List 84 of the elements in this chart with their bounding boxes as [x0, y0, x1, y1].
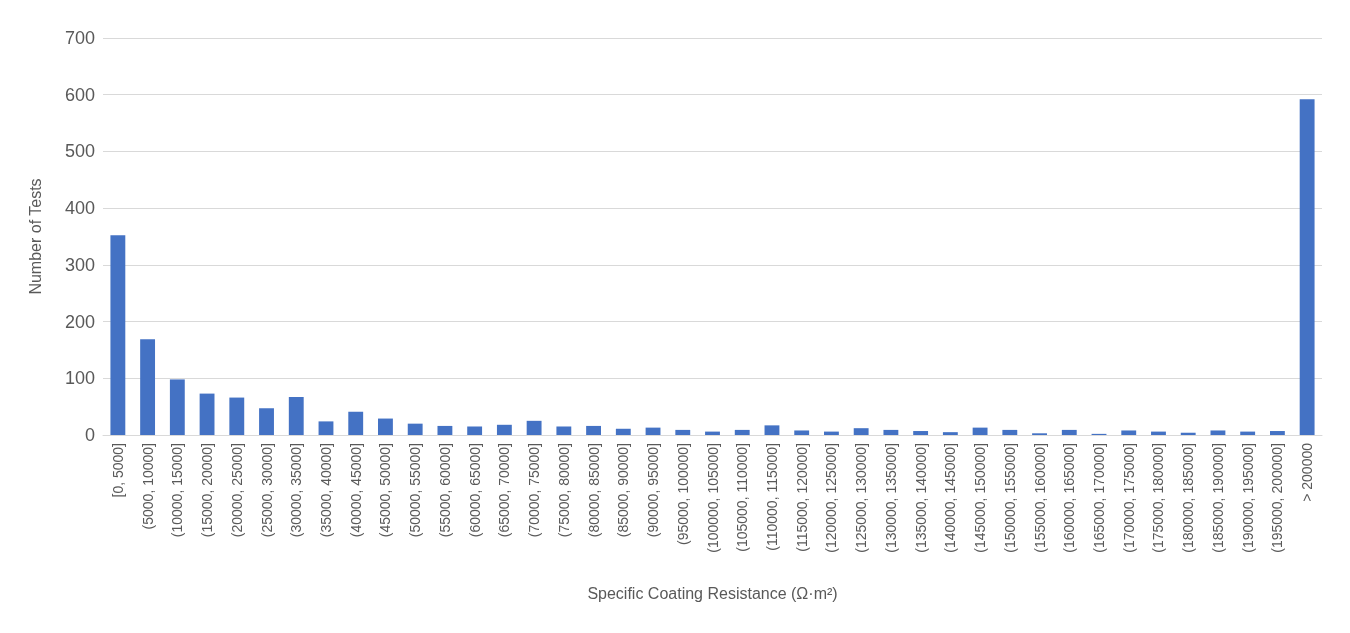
- bar: [586, 425, 602, 435]
- y-tick-label: 700: [64, 28, 95, 48]
- x-tick-label: (55000, 60000]: [436, 443, 453, 538]
- bar: [437, 425, 453, 435]
- bar: [1121, 430, 1137, 435]
- bar: [348, 411, 364, 435]
- x-tick-label: (100000, 105000]: [704, 443, 721, 553]
- bar: [288, 397, 304, 435]
- bar: [942, 432, 958, 435]
- x-tick-label: (65000, 70000]: [496, 443, 513, 538]
- bar: [675, 429, 691, 435]
- bar: [318, 421, 334, 435]
- x-tick-label: (115000, 120000]: [793, 443, 810, 552]
- x-axis-title: Specific Coating Resistance (Ω·m²): [587, 584, 838, 602]
- bar: [169, 379, 185, 435]
- bar: [378, 418, 393, 435]
- x-tick-label: (135000, 140000]: [912, 443, 929, 553]
- y-tick-label: 600: [64, 84, 95, 105]
- bar: [229, 397, 245, 435]
- y-tick-label: 0: [84, 425, 95, 445]
- bar: [764, 425, 780, 435]
- x-tick-label: (5000, 10000]: [139, 443, 156, 530]
- bar: [913, 431, 929, 435]
- bar: [1299, 99, 1315, 435]
- bar: [1210, 430, 1226, 435]
- bar: [199, 393, 215, 435]
- bar: [467, 426, 483, 435]
- bar: [556, 426, 572, 435]
- x-tick-label: (155000, 160000]: [1031, 443, 1048, 553]
- x-tick-label: (120000, 125000]: [823, 443, 840, 553]
- x-tick-label: (75000, 80000]: [555, 443, 572, 538]
- x-tick-label: > 200000: [1299, 442, 1316, 502]
- x-tick-label: (95000, 100000]: [674, 443, 691, 545]
- x-tick-label: (70000, 75000]: [526, 443, 543, 538]
- y-axis-title: Number of Tests: [26, 178, 44, 295]
- x-tick-label: (195000, 200000]: [1269, 443, 1286, 553]
- x-tick-label: (10000, 15000]: [169, 443, 186, 538]
- bar: [734, 429, 750, 435]
- x-tick-label: (190000, 195000]: [1239, 443, 1256, 553]
- bar: [794, 430, 810, 435]
- y-tick-label: 100: [64, 368, 95, 389]
- x-tick-label: (80000, 85000]: [585, 443, 602, 538]
- bar: [1002, 429, 1018, 435]
- bar: [1269, 431, 1285, 435]
- bar: [259, 408, 274, 435]
- y-tick-label: 500: [64, 141, 95, 162]
- x-tick-label: (175000, 180000]: [1150, 443, 1167, 553]
- x-tick-label: (25000, 30000]: [258, 443, 275, 538]
- bar: [140, 339, 156, 435]
- x-tick-label: (160000, 165000]: [1061, 443, 1078, 553]
- x-tick-label: (30000, 35000]: [288, 443, 305, 538]
- y-tick-label: 400: [64, 198, 95, 219]
- x-tick-label: (180000, 185000]: [1180, 443, 1197, 553]
- bar: [853, 428, 869, 435]
- x-tick-label: (170000, 175000]: [1120, 443, 1137, 553]
- x-tick-label: (150000, 155000]: [1001, 443, 1018, 553]
- x-tick-label: (40000, 45000]: [347, 443, 364, 538]
- bar: [883, 429, 899, 435]
- x-tick-label: (140000, 145000]: [942, 443, 959, 553]
- bar: [972, 427, 988, 435]
- bar: [615, 428, 631, 435]
- x-tick-label: (110000, 115000]: [763, 443, 780, 551]
- x-tick-label: (145000, 150000]: [972, 443, 989, 553]
- bar: [110, 235, 126, 435]
- x-tick-label: (165000, 170000]: [1091, 443, 1108, 553]
- x-tick-label: (15000, 20000]: [199, 443, 216, 538]
- x-tick-label: (60000, 65000]: [466, 443, 483, 538]
- y-tick-label: 200: [64, 311, 95, 332]
- x-tick-label: (20000, 25000]: [228, 443, 245, 538]
- x-tick-label: (85000, 90000]: [615, 443, 632, 538]
- x-tick-label: (50000, 55000]: [407, 443, 424, 538]
- x-tick-label: (45000, 50000]: [377, 443, 394, 538]
- x-tick-label: (105000, 110000]: [734, 443, 751, 552]
- bar: [1061, 429, 1077, 435]
- x-tick-label: (125000, 130000]: [853, 443, 870, 553]
- x-tick-label: [0, 5000]: [109, 443, 126, 498]
- bar: [407, 423, 423, 435]
- y-tick-label: 300: [64, 254, 95, 275]
- x-tick-label: (185000, 190000]: [1209, 443, 1226, 553]
- x-tick-label: (90000, 95000]: [645, 443, 662, 538]
- x-tick-label: (35000, 40000]: [317, 443, 334, 538]
- bar: [526, 420, 542, 435]
- bar: [496, 424, 512, 435]
- x-tick-label: (130000, 135000]: [882, 443, 899, 553]
